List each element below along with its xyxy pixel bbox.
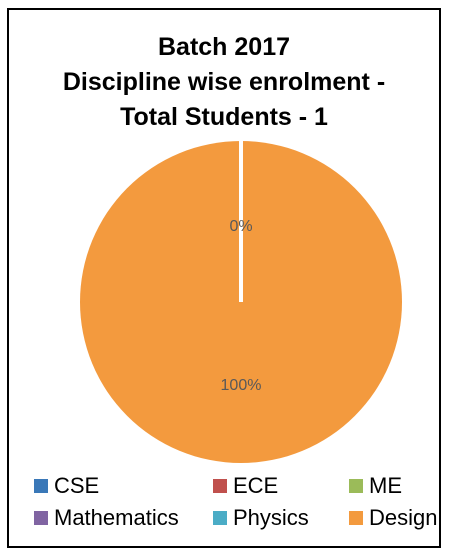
legend-label-cse: CSE (54, 473, 100, 498)
legend-label-ece: ECE (233, 473, 279, 498)
legend-label-physics: Physics (233, 505, 309, 530)
pie-chart: 0% 100% (80, 141, 402, 463)
legend-swatch-physics (213, 511, 227, 525)
data-label-design: 100% (221, 377, 262, 394)
legend-label-me: ME (369, 473, 402, 498)
legend-item-cse: CSE (34, 472, 99, 500)
data-label-zero: 0% (229, 218, 252, 235)
chart-legend: CSE ECE ME Mathematics Physics Design (0, 470, 449, 535)
legend-swatch-ece (213, 479, 227, 493)
chart-title-line-1: Batch 2017 (157, 33, 291, 61)
legend-swatch-design (349, 511, 363, 525)
chart-title-line-3: Total Students - 1 (120, 103, 328, 131)
legend-item-design: Design (349, 504, 437, 532)
legend-swatch-cse (34, 479, 48, 493)
legend-item-ece: ECE (213, 472, 278, 500)
legend-label-mathematics: Mathematics (54, 505, 179, 530)
chart-title-line-2: Discipline wise enrolment - (62, 68, 386, 96)
legend-item-mathematics: Mathematics (34, 504, 179, 532)
chart-title: Batch 2017 Discipline wise enrolment - T… (9, 30, 439, 135)
legend-swatch-mathematics (34, 511, 48, 525)
legend-label-design: Design (369, 505, 438, 530)
legend-item-physics: Physics (213, 504, 309, 532)
legend-item-me: ME (349, 472, 402, 500)
legend-swatch-me (349, 479, 363, 493)
